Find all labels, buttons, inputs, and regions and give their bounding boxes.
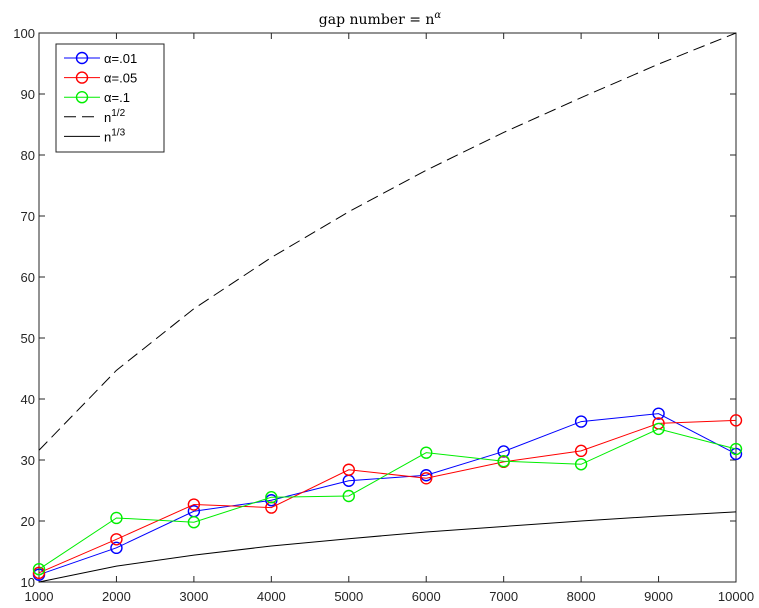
data-point	[110, 533, 123, 546]
data-point	[652, 422, 665, 436]
legend-marker	[75, 51, 89, 65]
legend-marker	[75, 90, 89, 104]
x-tick-label: 4000	[257, 589, 286, 604]
x-tick-label: 9000	[644, 589, 673, 604]
data-point	[574, 415, 588, 428]
data-point	[32, 562, 46, 576]
data-point	[420, 472, 433, 485]
x-tick-label: 1000	[25, 589, 54, 604]
data-point	[32, 566, 46, 580]
y-tick-label: 90	[21, 87, 35, 102]
series-layer	[32, 32, 743, 583]
x-tick-label: 10000	[718, 589, 754, 604]
chart-title-superscript: α	[434, 10, 441, 21]
legend-marker	[75, 71, 89, 84]
y-tick-label: 30	[21, 453, 35, 468]
data-point	[652, 407, 665, 420]
x-tick-label: 3000	[179, 589, 208, 604]
legend: α=.01α=.05α=.1n1/2n1/3	[55, 43, 165, 153]
legend-label-superscript: 1/3	[111, 127, 125, 138]
chart-title-text: gap number = n	[319, 12, 435, 28]
series-line	[38, 413, 737, 576]
data-point	[110, 511, 123, 525]
y-tick-label: 60	[21, 270, 35, 285]
data-point	[420, 446, 433, 459]
x-tick-label: 7000	[489, 589, 518, 604]
legend-label-text: α=.1	[104, 90, 130, 105]
legend-label-text: n	[104, 129, 111, 144]
data-point	[729, 442, 743, 456]
data-point	[342, 463, 355, 476]
data-point	[574, 444, 588, 458]
data-point	[574, 458, 588, 471]
legend-label-text: n	[104, 110, 111, 125]
data-point	[265, 491, 278, 504]
data-point	[110, 541, 123, 555]
legend-label-superscript: 1/2	[111, 108, 125, 119]
legend-box	[55, 43, 165, 153]
legend-label: α=.1	[104, 90, 130, 105]
x-axis-ticks: 1000 2000 3000 4000 5000 6000 7000 8000 9000 1000…	[25, 33, 754, 604]
series-line	[38, 32, 737, 451]
x-tick-label: 5000	[334, 589, 363, 604]
y-tick-label: 20	[21, 514, 35, 529]
data-point	[729, 447, 743, 461]
chart-title: gap number = nα	[319, 10, 442, 28]
x-tick-label: 8000	[567, 589, 596, 604]
data-point	[265, 494, 278, 507]
y-tick-label: 50	[21, 331, 35, 346]
legend-label: n1/2	[104, 108, 126, 125]
legend-label-text: α=.05	[104, 71, 137, 86]
data-point	[342, 489, 355, 503]
data-point	[187, 498, 201, 511]
legend-label: α=.05	[104, 71, 137, 86]
series-line	[38, 511, 737, 583]
data-point	[497, 455, 510, 468]
x-tick-label: 6000	[412, 589, 441, 604]
legend-label: α=.01	[104, 51, 137, 66]
y-tick-label: 40	[21, 392, 35, 407]
x-tick-label: 2000	[102, 589, 131, 604]
y-tick-label: 70	[21, 209, 35, 224]
y-axis-ticks: 10 20 30 40 50 60 70 80 90 100	[13, 26, 736, 590]
data-point	[420, 469, 433, 482]
legend-label: n1/3	[104, 127, 126, 144]
y-tick-label: 10	[21, 575, 35, 590]
series-line	[38, 428, 737, 570]
legend-label-text: α=.01	[104, 51, 137, 66]
y-tick-label: 100	[13, 26, 35, 41]
y-tick-label: 80	[21, 148, 35, 163]
data-point	[187, 516, 201, 529]
data-point	[729, 414, 743, 427]
